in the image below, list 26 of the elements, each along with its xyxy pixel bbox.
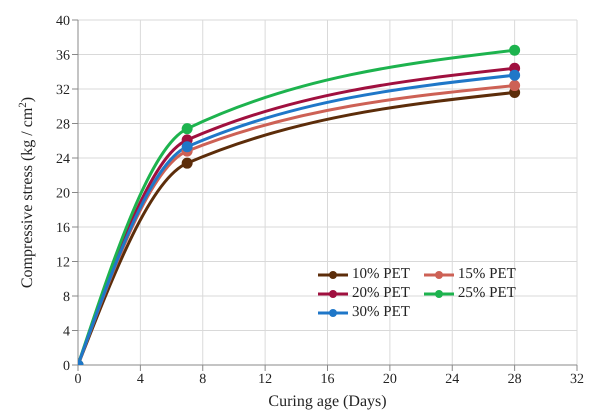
legend-label: 15% PET [458,266,516,283]
y-tick-label: 8 [63,290,70,305]
y-tick-label: 32 [56,82,70,98]
legend-label: 25% PET [458,285,516,302]
x-axis-title: Curing age (Days) [268,393,387,410]
x-tick-label: 4 [136,372,144,387]
y-tick-label: 36 [56,48,70,64]
legend-label: 30% PET [352,304,410,321]
x-tick-label: 32 [570,372,584,387]
x-tick-label: 12 [258,372,272,387]
x-tick-label: 0 [74,372,82,387]
y-tick-label: 12 [56,255,70,270]
y-tick-label: 16 [56,220,70,236]
legend-label: 10% PET [352,266,410,283]
y-tick-label: 24 [56,152,70,167]
x-tick-label: 20 [382,372,397,387]
x-tick-label: 16 [320,372,334,387]
y-tick-label: 28 [56,117,70,132]
x-tick-label: 8 [199,372,206,387]
legend-label: 20% PET [352,285,410,302]
y-tick-label: 0 [63,358,70,374]
x-tick-label: 28 [508,372,522,387]
y-tick-label: 4 [63,324,70,340]
y-tick-label: 40 [56,14,70,29]
x-tick-label: 24 [445,372,460,387]
y-tick-label: 20 [56,186,70,202]
